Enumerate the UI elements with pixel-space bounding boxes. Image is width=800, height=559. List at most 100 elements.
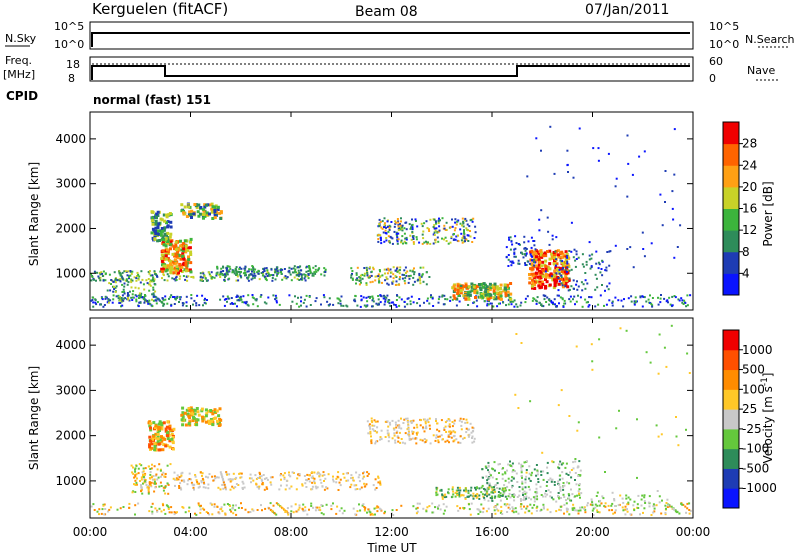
range-gate-cell: [512, 493, 515, 496]
range-gate-cell: [163, 303, 166, 306]
range-gate-cell: [362, 475, 365, 478]
range-gate-cell: [224, 274, 227, 277]
range-gate-cell: [580, 281, 583, 284]
range-gate-cell: [448, 423, 451, 426]
range-gate-cell: [472, 217, 475, 220]
range-gate-cell: [150, 505, 153, 508]
range-gate-cell: [90, 279, 93, 282]
range-gate-cell: [534, 491, 537, 494]
range-gate-cell: [564, 466, 567, 469]
range-gate-cell: [300, 273, 303, 276]
range-gate-cell: [253, 272, 256, 275]
range-gate-cell: [199, 276, 202, 279]
range-gate-cell: [169, 262, 173, 266]
range-gate-cell: [283, 509, 286, 511]
range-gate-cell: [297, 266, 300, 269]
range-gate-cell: [287, 270, 290, 273]
range-gate-cell: [135, 464, 138, 467]
range-gate-cell: [470, 486, 473, 489]
range-gate-cell: [596, 491, 599, 494]
range-gate-cell: [537, 481, 540, 483]
range-gate-cell: [611, 491, 614, 494]
range-gate-cell: [298, 504, 301, 507]
range-gate-cell: [482, 511, 485, 514]
range-gate-cell: [192, 212, 196, 216]
range-gate-cell: [166, 420, 170, 424]
range-gate-cell: [170, 437, 174, 441]
range-gate-cell: [491, 467, 494, 470]
range-gate-cell: [456, 505, 459, 508]
range-gate-cell: [471, 430, 474, 433]
range-gate-cell: [513, 248, 516, 251]
range-gate-cell: [598, 436, 601, 439]
range-gate-cell: [408, 435, 411, 438]
range-gate-cell: [415, 220, 417, 222]
range-gate-cell: [490, 474, 492, 477]
range-gate-cell: [461, 217, 464, 220]
range-gate-cell: [404, 442, 407, 445]
range-gate-cell: [205, 213, 209, 216]
range-gate-cell: [506, 290, 510, 294]
range-gate-cell: [573, 295, 576, 298]
range-gate-cell: [509, 292, 513, 296]
range-gate-cell: [611, 509, 613, 512]
range-gate-cell: [545, 301, 548, 303]
range-gate-cell: [147, 301, 150, 304]
range-gate-cell: [417, 278, 420, 281]
range-gate-cell: [462, 220, 465, 223]
range-gate-cell: [261, 483, 264, 486]
range-gate-cell: [487, 303, 490, 306]
range-gate-cell: [488, 471, 491, 474]
range-gate-cell: [122, 288, 125, 291]
range-gate-cell: [301, 484, 304, 487]
range-gate-cell: [652, 505, 655, 508]
range-gate-cell: [114, 291, 117, 293]
range-gate-cell: [459, 291, 463, 295]
range-gate-cell: [543, 507, 545, 510]
range-gate-cell: [413, 273, 416, 276]
range-gate-cell: [394, 304, 397, 306]
range-gate-cell: [359, 488, 362, 491]
range-gate-cell: [416, 502, 419, 505]
range-gate-cell: [153, 490, 156, 493]
range-gate-cell: [471, 220, 474, 223]
range-gate-cell: [529, 480, 532, 482]
range-gate-cell: [464, 421, 467, 424]
range-gate-cell: [443, 494, 446, 497]
range-gate-cell: [543, 251, 547, 255]
range-gate-cell: [337, 489, 340, 491]
range-gate-cell: [549, 491, 552, 494]
range-gate-cell: [298, 474, 301, 477]
range-gate-cell: [168, 511, 171, 514]
range-gate-cell: [119, 298, 122, 301]
range-gate-cell: [401, 235, 404, 238]
range-gate-cell: [307, 273, 310, 276]
range-gate-cell: [521, 482, 524, 485]
range-gate-cell: [467, 428, 470, 431]
range-gate-cell: [594, 506, 597, 509]
range-gate-cell: [102, 279, 105, 282]
range-gate-cell: [164, 473, 167, 476]
range-gate-cell: [407, 433, 409, 436]
range-gate-cell: [156, 510, 159, 513]
range-gate-cell: [478, 487, 481, 490]
range-gate-cell: [559, 505, 562, 508]
range-gate-cell: [379, 482, 382, 485]
range-gate-cell: [263, 270, 266, 272]
range-gate-cell: [548, 257, 552, 261]
range-gate-cell: [378, 281, 380, 284]
range-gate-cell: [239, 297, 242, 300]
range-gate-cell: [153, 480, 156, 483]
range-gate-cell: [140, 490, 142, 493]
range-gate-cell: [531, 267, 535, 271]
range-gate-cell: [514, 235, 517, 238]
range-gate-cell: [411, 270, 414, 273]
range-gate-cell: [240, 507, 243, 509]
range-gate-cell: [297, 275, 300, 278]
range-gate-cell: [517, 512, 520, 515]
range-gate-cell: [266, 275, 269, 277]
range-gate-cell: [559, 486, 562, 489]
range-gate-cell: [449, 296, 452, 299]
range-gate-cell: [669, 303, 672, 306]
range-gate-cell: [247, 294, 250, 297]
